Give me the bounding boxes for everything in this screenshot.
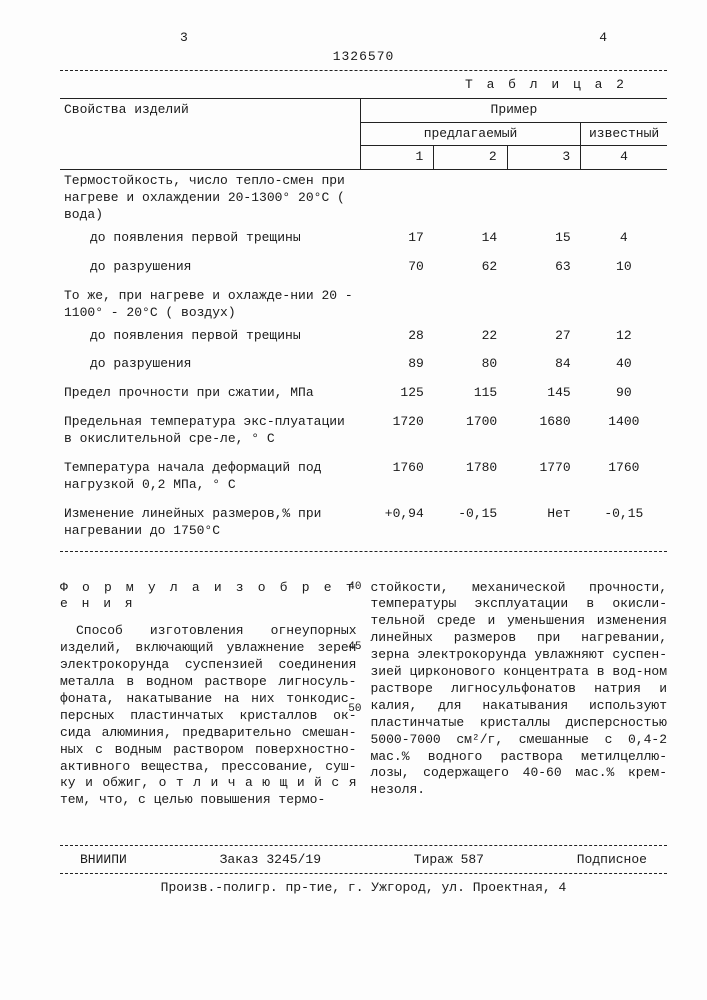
row-value: 1720 (360, 411, 433, 451)
properties-table: Свойства изделий Пример предлагаемый изв… (60, 98, 667, 549)
row-value: 84 (507, 353, 580, 376)
row-label: Предельная температура экс-плуатации в о… (60, 411, 360, 451)
row-value: 10 (581, 256, 667, 279)
row-label: до появления первой трещины (60, 325, 360, 348)
th-predl: предлагаемый (360, 122, 580, 146)
page-right: 4 (599, 30, 607, 47)
footer-podp: Подписное (577, 852, 647, 869)
row-value: 89 (360, 353, 433, 376)
table-bottom-dashes (60, 551, 667, 552)
row-value: 145 (507, 382, 580, 405)
row-value: 70 (360, 256, 433, 279)
th-properties: Свойства изделий (60, 98, 360, 170)
th-1: 1 (360, 146, 433, 170)
row-value: 28 (360, 325, 433, 348)
table-row: То же, при нагреве и охлажде-нии 20 - 11… (60, 285, 667, 325)
th-3: 3 (507, 146, 580, 170)
footer-zakaz: Заказ 3245/19 (220, 852, 321, 869)
row-value: 1760 (581, 457, 667, 497)
th-izv: известный (581, 122, 667, 146)
row-value: 1770 (507, 457, 580, 497)
row-value: +0,94 (360, 503, 433, 543)
row-value (507, 170, 580, 227)
footer-dash-1 (60, 845, 667, 846)
row-value: 14 (434, 227, 507, 250)
formula-right-col: стойкости, механической прочности, темпе… (371, 580, 668, 810)
table-row: до появления первой трещины1714154 (60, 227, 667, 250)
row-label: до появления первой трещины (60, 227, 360, 250)
table-row: Предельная температура экс-плуатации в о… (60, 411, 667, 451)
row-value: 125 (360, 382, 433, 405)
row-value (507, 285, 580, 325)
row-value: -0,15 (434, 503, 507, 543)
table-row: Изменение линейных размеров,% при нагрев… (60, 503, 667, 543)
row-label: Термостойкость, число тепло-смен при наг… (60, 170, 360, 227)
row-value: 40 (581, 353, 667, 376)
table-row: до разрушения89808440 (60, 353, 667, 376)
line-45: 45 (348, 640, 361, 654)
formula-left-col: Ф о р м у л а и з о б р е т е н и я 40 4… (60, 580, 357, 810)
footer-org: ВНИИПИ (80, 852, 127, 869)
row-value: 1680 (507, 411, 580, 451)
table-caption: Т а б л и ц а 2 (60, 77, 627, 94)
row-label: Предел прочности при сжатии, МПа (60, 382, 360, 405)
row-value: 90 (581, 382, 667, 405)
page-numbers: 3 4 (180, 30, 607, 47)
row-value: 115 (434, 382, 507, 405)
row-label: То же, при нагреве и охлажде-нии 20 - 11… (60, 285, 360, 325)
row-value: 12 (581, 325, 667, 348)
doc-number: 1326570 (60, 49, 667, 66)
row-label: Температура начала деформаций под нагруз… (60, 457, 360, 497)
table-row: Термостойкость, число тепло-смен при наг… (60, 170, 667, 227)
footer: ВНИИПИ Заказ 3245/19 Тираж 587 Подписное… (60, 845, 667, 897)
row-value: 1400 (581, 411, 667, 451)
formula-section: Ф о р м у л а и з о б р е т е н и я 40 4… (60, 580, 667, 810)
row-value: 17 (360, 227, 433, 250)
row-label: до разрушения (60, 256, 360, 279)
table-body: Термостойкость, число тепло-смен при наг… (60, 170, 667, 549)
footer-tirazh: Тираж 587 (414, 852, 484, 869)
line-50: 50 (348, 702, 361, 716)
row-value: 80 (434, 353, 507, 376)
th-4: 4 (581, 146, 667, 170)
row-value: 15 (507, 227, 580, 250)
row-value: 22 (434, 325, 507, 348)
row-value (360, 285, 433, 325)
row-value: 62 (434, 256, 507, 279)
top-dashes (60, 70, 667, 71)
row-value (434, 170, 507, 227)
row-value: 1780 (434, 457, 507, 497)
row-value (581, 170, 667, 227)
table-row: до появления первой трещины28222712 (60, 325, 667, 348)
row-value (360, 170, 433, 227)
row-label: Изменение линейных размеров,% при нагрев… (60, 503, 360, 543)
formula-left-text: Способ изготовления огнеупорных изделий,… (60, 623, 357, 809)
row-value: 27 (507, 325, 580, 348)
table-row: Температура начала деформаций под нагруз… (60, 457, 667, 497)
row-value: 4 (581, 227, 667, 250)
formula-right-text: стойкости, механической прочности, темпе… (371, 580, 668, 800)
footer-dash-2 (60, 873, 667, 874)
th-2: 2 (434, 146, 507, 170)
row-label: до разрушения (60, 353, 360, 376)
row-value: 63 (507, 256, 580, 279)
row-value: Нет (507, 503, 580, 543)
row-value: 1700 (434, 411, 507, 451)
table-row: Предел прочности при сжатии, МПа12511514… (60, 382, 667, 405)
row-value (581, 285, 667, 325)
footer-addr: Произв.-полигр. пр-тие, г. Ужгород, ул. … (60, 880, 667, 897)
row-value: -0,15 (581, 503, 667, 543)
table-row: до разрушения70626310 (60, 256, 667, 279)
row-value: 1760 (360, 457, 433, 497)
line-40: 40 (348, 580, 361, 594)
th-primer: Пример (360, 98, 667, 122)
formula-title: Ф о р м у л а и з о б р е т е н и я (60, 580, 357, 614)
page-left: 3 (180, 30, 188, 47)
row-value (434, 285, 507, 325)
